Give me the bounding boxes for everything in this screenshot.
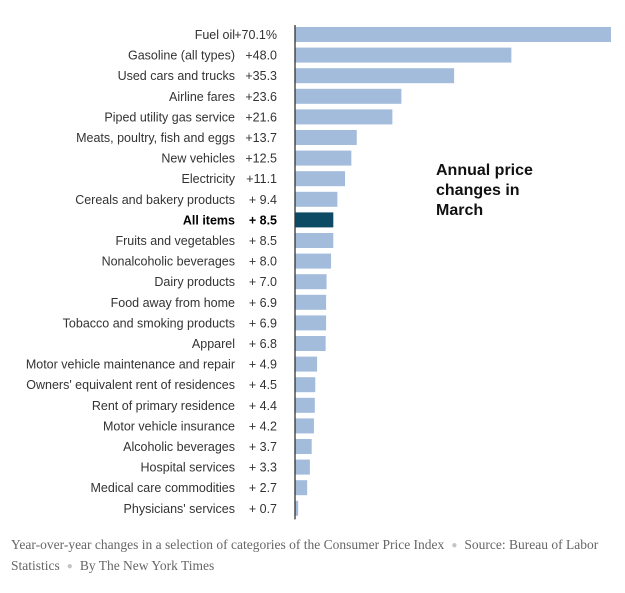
category-label-electricity: Electricity (182, 172, 236, 186)
value-label-airline-fares: +23.6 (245, 90, 277, 104)
category-label-piped-utility-gas-service: Piped utility gas service (104, 110, 235, 124)
value-label-dairy-products: + 7.0 (249, 275, 277, 289)
category-label-alcoholic-beverages: Alcoholic beverages (123, 440, 235, 454)
value-label-new-vehicles: +12.5 (245, 152, 277, 166)
value-label-medical-care-commodities: + 2.7 (249, 481, 277, 495)
value-label-piped-utility-gas-service: +21.6 (245, 110, 277, 124)
category-label-fuel-oil: Fuel oil (195, 28, 235, 42)
value-label-fuel-oil: +70.1% (234, 28, 277, 42)
value-label-motor-vehicle-insurance: + 4.2 (249, 419, 277, 433)
value-label-hospital-services: + 3.3 (249, 461, 277, 475)
bars-group (295, 27, 611, 516)
category-label-fruits-and-vegetables: Fruits and vegetables (115, 234, 235, 248)
value-label-food-away-from-home: + 6.9 (249, 296, 277, 310)
chart-caption: Year-over-year changes in a selection of… (11, 535, 611, 577)
category-label-owners-equivalent-rent-of-residences: Owners' equivalent rent of residences (26, 378, 235, 392)
separator-dot: ● (66, 561, 73, 572)
bar-rent-of-primary-residence (295, 397, 315, 413)
bar-airline-fares (295, 88, 402, 104)
caption-credit: By The New York Times (79, 558, 215, 573)
category-label-gasoline-all-types: Gasoline (all types) (128, 49, 235, 63)
value-label-owners-equivalent-rent-of-residences: + 4.5 (249, 378, 277, 392)
value-label-used-cars-and-trucks: +35.3 (245, 69, 277, 83)
value-label-rent-of-primary-residence: + 4.4 (249, 399, 277, 413)
bar-food-away-from-home (295, 294, 327, 310)
bar-owners-equivalent-rent-of-residences (295, 377, 316, 393)
bar-gasoline-all-types (295, 47, 512, 63)
bar-motor-vehicle-insurance (295, 418, 314, 434)
category-label-all-items: All items (183, 213, 235, 227)
value-label-fruits-and-vegetables: + 8.5 (249, 234, 277, 248)
category-label-tobacco-and-smoking-products: Tobacco and smoking products (63, 316, 235, 330)
category-label-airline-fares: Airline fares (169, 90, 235, 104)
chart-title-line-1: Annual price (436, 162, 533, 179)
category-label-meats-poultry-fish-and-eggs: Meats, poultry, fish and eggs (76, 131, 235, 145)
bar-motor-vehicle-maintenance-and-repair (295, 356, 318, 372)
chart-title-line-3: March (436, 202, 484, 219)
bar-meats-poultry-fish-and-eggs (295, 130, 357, 145)
category-label-new-vehicles: New vehicles (161, 152, 235, 166)
bar-alcoholic-beverages (295, 439, 312, 454)
category-label-cereals-and-bakery-products: Cereals and bakery products (75, 193, 235, 207)
value-label-alcoholic-beverages: + 3.7 (249, 440, 277, 454)
category-label-hospital-services: Hospital services (141, 461, 235, 475)
bar-physicians-services (295, 500, 299, 516)
category-label-rent-of-primary-residence: Rent of primary residence (92, 399, 235, 413)
bar-fuel-oil (295, 27, 611, 42)
separator-dot: ● (451, 540, 458, 551)
category-label-food-away-from-home: Food away from home (111, 296, 235, 310)
bar-all-items (295, 212, 334, 228)
category-label-motor-vehicle-maintenance-and-repair: Motor vehicle maintenance and repair (26, 358, 235, 372)
category-labels: Fuel oil Gasoline (all types) Used cars an… (26, 28, 236, 516)
value-label-gasoline-all-types: +48.0 (245, 49, 277, 63)
category-label-medical-care-commodities: Medical care commodities (91, 481, 236, 495)
value-label-cereals-and-bakery-products: + 9.4 (249, 193, 277, 207)
category-label-physicians-services: Physicians' services (124, 502, 235, 516)
category-label-apparel: Apparel (192, 337, 235, 351)
caption-description: Year-over-year changes in a selection of… (11, 537, 445, 552)
bar-used-cars-and-trucks (295, 68, 455, 84)
value-label-electricity: +11.1 (246, 172, 277, 186)
bar-hospital-services (295, 459, 310, 475)
category-label-dairy-products: Dairy products (154, 275, 235, 289)
bar-medical-care-commodities (295, 480, 308, 496)
value-label-apparel: + 6.8 (249, 337, 277, 351)
bar-piped-utility-gas-service (295, 109, 393, 125)
bar-nonalcoholic-beverages (295, 253, 332, 269)
category-label-used-cars-and-trucks: Used cars and trucks (118, 69, 235, 83)
category-label-nonalcoholic-beverages: Nonalcoholic beverages (102, 255, 235, 269)
bar-chart: Fuel oil Gasoline (all types) Used cars an… (26, 25, 611, 520)
bar-tobacco-and-smoking-products (295, 315, 327, 331)
bar-electricity (295, 171, 346, 187)
bar-cereals-and-bakery-products (295, 191, 338, 207)
caption-source: Source: Bureau of Labor Statistics (11, 537, 599, 573)
value-label-nonalcoholic-beverages: + 8.0 (249, 255, 277, 269)
category-label-motor-vehicle-insurance: Motor vehicle insurance (103, 419, 235, 433)
bar-dairy-products (295, 274, 327, 290)
bar-fruits-and-vegetables (295, 233, 334, 248)
bar-apparel (295, 336, 326, 351)
chart-title: Annual price changes in March (436, 161, 533, 221)
value-label-all-items: + 8.5 (249, 213, 277, 227)
bar-new-vehicles (295, 150, 352, 166)
value-label-physicians-services: + 0.7 (249, 502, 277, 516)
chart-title-line-2: changes in (436, 182, 520, 199)
value-labels: +70.1% +48.0 +35.3 +23.6 +21.6 +13.7 +12.5 +11.… (234, 28, 277, 516)
value-label-tobacco-and-smoking-products: + 6.9 (249, 316, 277, 330)
value-label-motor-vehicle-maintenance-and-repair: + 4.9 (249, 358, 277, 372)
value-label-meats-poultry-fish-and-eggs: +13.7 (245, 131, 277, 145)
